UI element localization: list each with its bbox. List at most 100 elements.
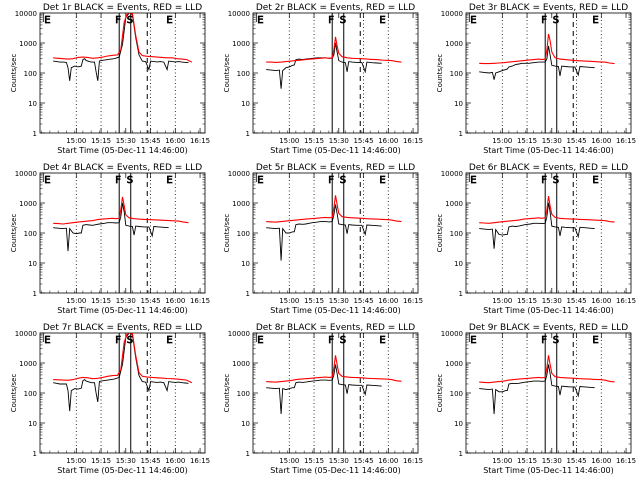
region-marker-label: E	[470, 175, 476, 186]
x-axis-label: Start Time (05-Dec-11 14:46:00)	[483, 306, 614, 315]
x-tick-label: 15:15	[517, 297, 537, 305]
chart-panel-1: Det 1r BLACK = Events, RED = LLD 1 10 100 10…	[10, 3, 210, 155]
x-tick-label: 15:00	[492, 297, 512, 305]
x-axis-label: Start Time (05-Dec-11 14:46:00)	[57, 306, 188, 315]
x-tick-label: 16:15	[403, 137, 423, 145]
x-tick-label: 15:30	[116, 137, 136, 145]
y-tick-label: 1000	[19, 360, 37, 368]
chart-title: Det 2r BLACK = Events, RED = LLD	[256, 3, 415, 13]
chart-title: Det 4r BLACK = Events, RED = LLD	[43, 163, 202, 173]
x-tick-label: 15:00	[279, 137, 299, 145]
chart-title: Det 7r BLACK = Events, RED = LLD	[43, 323, 202, 333]
chart-title: Det 3r BLACK = Events, RED = LLD	[469, 3, 628, 13]
region-marker-label: E	[379, 175, 385, 186]
x-tick-label: 16:00	[378, 457, 398, 465]
chart-panel-9: Det 9r BLACK = Events, RED = LLD 1 10 100 10…	[436, 323, 636, 475]
y-tick-label: 100	[450, 390, 463, 398]
events-series-line	[266, 42, 382, 89]
region-marker-label: S	[340, 175, 346, 186]
y-axis-label: Counts/sec	[10, 54, 18, 93]
lld-series-line	[479, 33, 615, 65]
plot-frame	[252, 332, 419, 454]
reference-lines	[468, 13, 615, 133]
reference-lines	[468, 173, 615, 293]
x-tick-label: 15:15	[304, 137, 324, 145]
x-tick-label: 15:00	[66, 457, 86, 465]
y-tick-label: 1	[246, 450, 250, 458]
chart-panel-8: Det 8r BLACK = Events, RED = LLD 1 10 100 10…	[223, 323, 423, 475]
x-tick-label: 15:15	[91, 137, 111, 145]
chart-panel-5: Det 5r BLACK = Events, RED = LLD 1 10 100 10…	[223, 163, 423, 315]
y-tick-label: 10	[28, 100, 37, 108]
region-marker-label: E	[257, 175, 263, 186]
lld-series-line	[266, 195, 402, 223]
y-tick-label: 10	[28, 260, 37, 268]
plot-frame	[465, 172, 632, 294]
x-tick-label: 15:30	[329, 137, 349, 145]
chart-panel-7: Det 7r BLACK = Events, RED = LLD 1 10 100 10…	[10, 323, 210, 475]
y-tick-label: 100	[237, 390, 250, 398]
x-axis-label: Start Time (05-Dec-11 14:46:00)	[57, 466, 188, 475]
y-tick-label: 10000	[15, 330, 37, 338]
region-marker-label: F	[541, 15, 547, 26]
y-tick-label: 100	[450, 70, 463, 78]
chart-title: Det 8r BLACK = Events, RED = LLD	[256, 323, 415, 333]
x-tick-label: 15:00	[492, 457, 512, 465]
region-marker-label: E	[379, 15, 385, 26]
plot-frame	[465, 332, 632, 454]
y-tick-label: 10	[241, 420, 250, 428]
region-marker-label: E	[470, 335, 476, 346]
lld-series-line	[266, 36, 402, 63]
region-marker-label: S	[340, 335, 346, 346]
y-tick-label: 1	[459, 130, 463, 138]
region-marker-label: E	[257, 15, 263, 26]
x-tick-label: 15:15	[517, 457, 537, 465]
x-tick-label: 16:15	[403, 297, 423, 305]
y-tick-label: 1000	[232, 360, 250, 368]
x-tick-label: 16:15	[616, 457, 636, 465]
y-tick-label: 1000	[445, 40, 463, 48]
y-tick-label: 100	[24, 390, 37, 398]
region-marker-label: E	[44, 175, 50, 186]
lld-series-line	[479, 196, 615, 224]
y-tick-label: 1000	[445, 360, 463, 368]
chart-panel-4: Det 4r BLACK = Events, RED = LLD 1 10 100 10…	[10, 163, 210, 315]
x-tick-label: 15:30	[542, 457, 562, 465]
events-series-line	[266, 364, 382, 415]
chart-panel-2: Det 2r BLACK = Events, RED = LLD 1 10 100 10…	[223, 3, 423, 155]
reference-lines	[42, 333, 193, 453]
chart-title: Det 6r BLACK = Events, RED = LLD	[469, 163, 628, 173]
x-tick-label: 15:30	[329, 297, 349, 305]
region-marker-label: F	[541, 175, 547, 186]
region-marker-label: S	[340, 15, 346, 26]
events-series-line	[53, 202, 169, 252]
y-tick-label: 10	[241, 260, 250, 268]
y-tick-label: 10000	[441, 10, 463, 18]
y-tick-label: 1	[33, 450, 37, 458]
y-tick-label: 1000	[232, 40, 250, 48]
region-marker-label: S	[553, 335, 559, 346]
y-tick-label: 10	[28, 420, 37, 428]
y-axis-label: Counts/sec	[10, 214, 18, 253]
y-tick-label: 10000	[228, 330, 250, 338]
x-tick-label: 15:45	[140, 457, 160, 465]
chart-panel-6: Det 6r BLACK = Events, RED = LLD 1 10 100 10…	[436, 163, 636, 315]
events-series-line	[479, 45, 595, 80]
y-tick-label: 10000	[441, 330, 463, 338]
chart-title: Det 5r BLACK = Events, RED = LLD	[256, 163, 415, 173]
region-marker-label: F	[541, 335, 547, 346]
x-tick-label: 15:15	[91, 457, 111, 465]
y-tick-label: 10000	[15, 170, 37, 178]
reference-lines	[468, 333, 615, 453]
events-series-line	[266, 204, 382, 261]
x-tick-label: 16:00	[591, 137, 611, 145]
x-tick-label: 15:15	[304, 457, 324, 465]
chart-title: Det 1r BLACK = Events, RED = LLD	[43, 3, 202, 13]
y-tick-label: 1000	[19, 200, 37, 208]
y-tick-label: 10	[454, 260, 463, 268]
x-tick-label: 16:15	[190, 457, 210, 465]
x-tick-label: 15:45	[566, 297, 586, 305]
y-axis-label: Counts/sec	[436, 214, 444, 253]
region-marker-label: F	[328, 15, 334, 26]
